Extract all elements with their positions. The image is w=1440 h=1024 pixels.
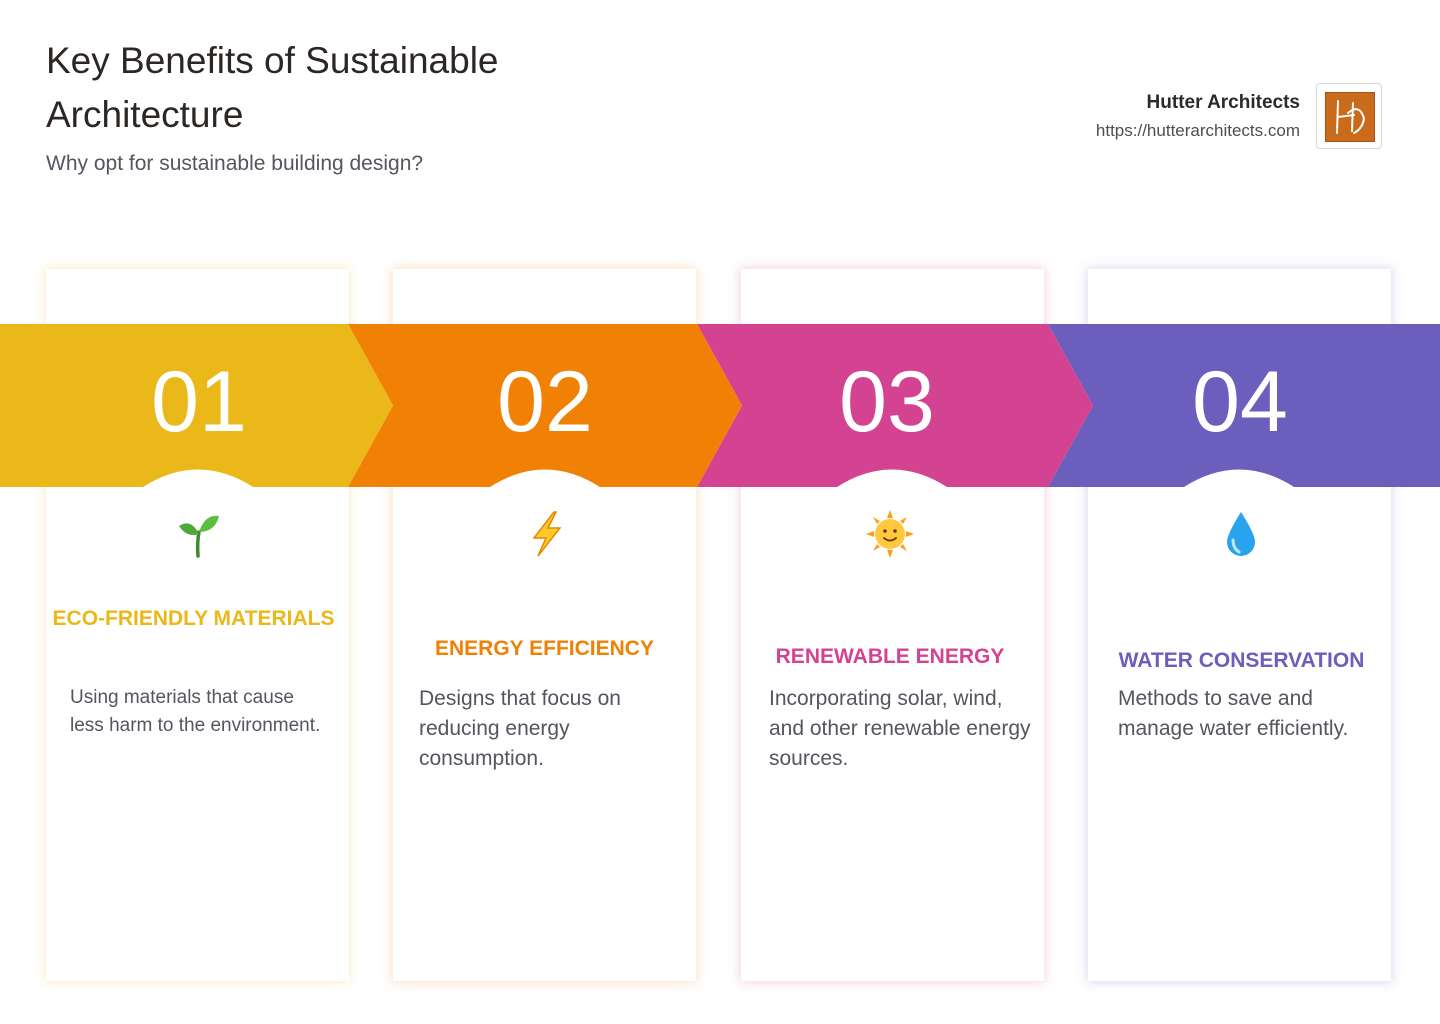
step-heading-03: RENEWABLE ENERGY (775, 645, 1005, 668)
logo-mark (1325, 92, 1375, 142)
brand-url[interactable]: https://hutterarchitects.com (1095, 121, 1300, 140)
step-description-04: Methods to save and manage water efficie… (1118, 687, 1349, 740)
lightning-bolt-icon (516, 508, 576, 560)
brand-name: Hutter Architects (1146, 92, 1300, 113)
step-number-04: 04 (1192, 354, 1288, 450)
step-heading-02: ENERGY EFFICIENCY (435, 637, 654, 660)
icon-arc-04 (1184, 469, 1294, 487)
ribbon-segment-04 (1048, 324, 1440, 487)
seedling-icon (167, 508, 227, 560)
sun-icon (860, 508, 920, 560)
icon-arc-03 (837, 469, 947, 487)
hutter-architects-logo (1316, 83, 1382, 149)
ribbon-segment-02 (348, 324, 742, 487)
ribbon-segment-01 (0, 324, 393, 487)
step-description-01: Using materials that cause less harm to … (70, 687, 321, 736)
page-subtitle: Why opt for sustainable building design? (46, 152, 424, 175)
logo-glyph (1336, 100, 1366, 134)
step-number-02: 02 (497, 354, 593, 450)
step-ribbon (0, 324, 1440, 487)
step-heading-01: ECO-FRIENDLY MATERIALS (52, 607, 335, 630)
step-number-03: 03 (839, 354, 935, 450)
icon-arc-01 (143, 469, 253, 487)
step-description-02: Designs that focus on reducing energy co… (419, 687, 621, 770)
icon-arc-02 (490, 469, 600, 487)
ribbon-segment-03 (697, 324, 1093, 487)
step-description-03: Incorporating solar, wind, and other ren… (769, 687, 1031, 770)
step-number-01: 01 (151, 354, 247, 450)
page-title: Key Benefits of Sustainable Architecture (46, 40, 499, 135)
brand-block: Hutter Architects https://hutterarchitec… (1096, 90, 1300, 144)
water-drop-icon (1211, 508, 1271, 560)
step-heading-04: WATER CONSERVATION (1118, 649, 1365, 672)
